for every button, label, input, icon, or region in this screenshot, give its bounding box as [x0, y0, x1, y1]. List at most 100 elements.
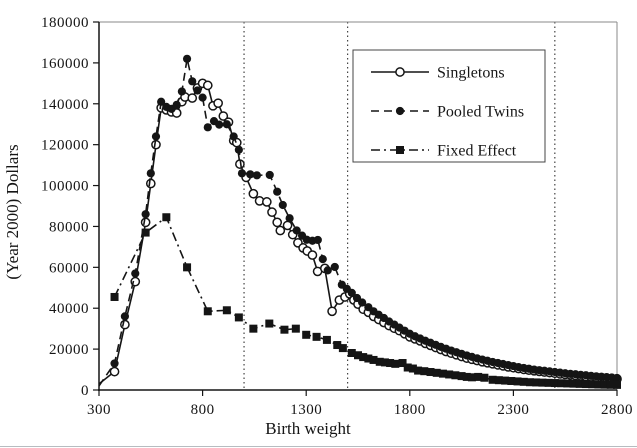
marker-fixed-effect [544, 378, 553, 387]
legend-marker-fixed-effect [396, 146, 404, 154]
marker-fixed-effect [532, 378, 541, 387]
y-tick-label: 0 [81, 383, 89, 399]
marker-fixed-effect [563, 379, 572, 388]
marker-pooled-twins [278, 200, 287, 210]
legend-marker-pooled-twins [395, 106, 405, 116]
series-markers-pooled-twins [110, 54, 622, 383]
marker-pooled-twins [110, 359, 119, 368]
marker-pooled-twins [252, 171, 261, 180]
marker-fixed-effect [408, 364, 417, 373]
marker-pooled-twins [120, 312, 129, 321]
marker-pooled-twins [237, 169, 247, 178]
marker-singletons [272, 217, 283, 228]
marker-singletons [327, 306, 337, 317]
marker-fixed-effect [380, 358, 389, 367]
marker-pooled-twins [347, 288, 356, 297]
marker-fixed-effect [420, 367, 429, 376]
marker-fixed-effect [347, 348, 356, 357]
marker-fixed-effect [265, 319, 274, 328]
marker-pooled-twins [273, 187, 282, 196]
y-tick-label: 60000 [49, 260, 89, 276]
y-tick-label: 80000 [49, 219, 89, 235]
marker-fixed-effect [488, 375, 497, 384]
marker-fixed-effect [474, 372, 483, 381]
marker-singletons [307, 250, 318, 260]
legend-item-singletons: Singletons [371, 65, 505, 82]
marker-pooled-twins [198, 93, 207, 102]
legend-label-fixed-effect: Fixed Effect [437, 143, 517, 160]
marker-pooled-twins [146, 169, 155, 178]
marker-fixed-effect [501, 376, 510, 385]
marker-fixed-effect [451, 371, 460, 380]
marker-singletons [218, 111, 229, 121]
marker-fixed-effect [581, 380, 590, 389]
marker-fixed-effect [110, 292, 119, 301]
marker-singletons [282, 220, 293, 231]
marker-pooled-twins [193, 86, 202, 95]
marker-pooled-twins [141, 210, 150, 219]
marker-fixed-effect [513, 377, 522, 386]
marker-fixed-effect [291, 324, 300, 333]
y-tick-label: 140000 [41, 97, 89, 113]
marker-fixed-effect [322, 335, 331, 344]
marker-fixed-effect [375, 357, 384, 366]
marker-singletons [267, 207, 277, 217]
x-tick-label: 1300 [290, 402, 322, 418]
marker-singletons [213, 98, 223, 109]
marker-fixed-effect [557, 379, 566, 388]
x-tick-label: 1800 [394, 402, 426, 418]
marker-fixed-effect [613, 380, 621, 389]
marker-fixed-effect [480, 373, 489, 382]
legend-label-pooled-twins: Pooled Twins [437, 104, 524, 121]
marker-singletons [261, 197, 272, 207]
marker-fixed-effect [234, 313, 243, 322]
marker-fixed-effect [457, 372, 466, 381]
marker-fixed-effect [359, 353, 368, 362]
x-tick-label: 300 [87, 402, 111, 418]
marker-pooled-twins [234, 145, 243, 154]
marker-fixed-effect [467, 373, 476, 382]
marker-fixed-effect [494, 376, 503, 385]
marker-fixed-effect [438, 369, 447, 378]
marker-fixed-effect [569, 379, 578, 388]
y-tick-label: 120000 [41, 138, 89, 154]
marker-singletons [145, 178, 156, 189]
marker-fixed-effect [203, 307, 212, 316]
marker-fixed-effect [162, 213, 171, 222]
marker-singletons [202, 80, 213, 91]
marker-fixed-effect [333, 341, 342, 350]
marker-pooled-twins [215, 120, 224, 129]
marker-fixed-effect [550, 379, 559, 388]
x-axis-title: Birth weight [265, 419, 351, 438]
marker-fixed-effect [575, 379, 584, 388]
marker-fixed-effect [141, 228, 150, 237]
marker-fixed-effect [414, 366, 423, 375]
marker-fixed-effect [338, 344, 347, 353]
marker-fixed-effect [183, 263, 192, 272]
y-tick-label: 20000 [49, 342, 89, 358]
marker-singletons [140, 217, 151, 228]
marker-fixed-effect [222, 306, 231, 315]
marker-pooled-twins [323, 266, 332, 275]
marker-singletons [275, 225, 286, 236]
legend-label-singletons: Singletons [437, 65, 505, 82]
legend-item-fixed-effect: Fixed Effect [371, 143, 517, 160]
marker-fixed-effect [312, 332, 321, 341]
marker-pooled-twins [203, 123, 212, 132]
marker-fixed-effect [398, 359, 407, 368]
marker-pooled-twins [229, 132, 238, 141]
marker-pooled-twins [318, 255, 327, 264]
y-tick-label: 160000 [41, 56, 89, 72]
marker-fixed-effect [462, 372, 471, 381]
marker-pooled-twins [358, 298, 367, 307]
legend-box [352, 49, 546, 163]
marker-fixed-effect [426, 368, 435, 377]
marker-singletons [248, 188, 259, 199]
marker-singletons [235, 159, 245, 169]
marker-fixed-effect [249, 324, 258, 333]
marker-fixed-effect [364, 354, 373, 363]
marker-fixed-effect [594, 380, 603, 389]
marker-pooled-twins [151, 132, 161, 141]
marker-pooled-twins [172, 100, 181, 109]
